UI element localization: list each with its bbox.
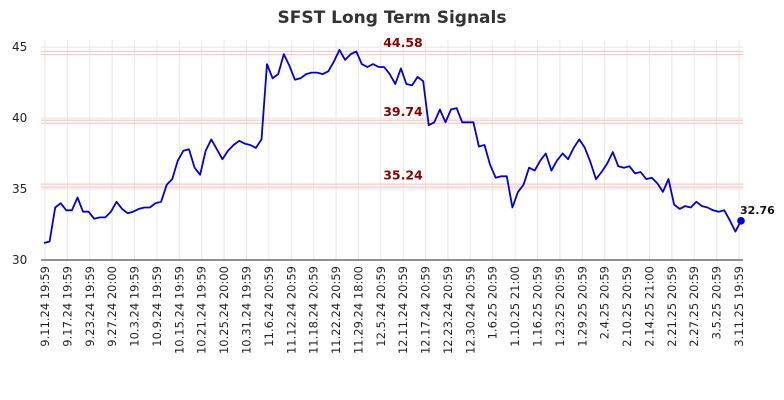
x-tick-label: 1.23.25 20:59 [553, 266, 567, 347]
x-tick-label: 12.5.24 20:59 [374, 266, 388, 347]
x-tick-label: 11.29.24 18:00 [351, 266, 365, 354]
y-tick-label: 40 [12, 111, 27, 125]
x-tick-label: 9.27.24 20:00 [105, 266, 119, 347]
x-tick-label: 10.25.24 20:00 [217, 266, 231, 354]
last-value-label: 32.76 [740, 204, 775, 217]
y-tick-label: 45 [12, 40, 27, 54]
x-tick-label: 11.12.24 20:59 [284, 266, 298, 354]
x-tick-label: 10.31.24 19:59 [239, 266, 253, 354]
price-series-line [43, 49, 742, 244]
x-tick-label: 3.11.25 19:59 [732, 266, 746, 347]
x-tick-label: 2.21.25 20:59 [665, 266, 679, 347]
x-tick-label: 3.5.25 20:59 [710, 266, 724, 339]
chart-title: SFST Long Term Signals [277, 8, 507, 28]
x-tick-label: 9.17.24 19:59 [60, 266, 74, 347]
x-tick-label: 2.4.25 20:59 [598, 266, 612, 339]
x-tick-label: 12.17.24 20:59 [419, 266, 433, 354]
x-tick-label: 9.11.24 19:59 [38, 266, 52, 347]
x-tick-label: 10.21.24 19:59 [195, 266, 209, 354]
x-tick-label: 10.3.24 19:59 [128, 266, 142, 347]
x-tick-label: 10.9.24 19:59 [150, 266, 164, 347]
signal-label: 44.58 [383, 35, 423, 50]
x-tick-label: 2.14.25 21:00 [642, 266, 656, 347]
x-tick-label: 9.23.24 19:59 [83, 266, 97, 347]
x-tick-label: 1.16.25 20:59 [531, 266, 545, 347]
x-tick-label: 1.10.25 21:00 [508, 266, 522, 347]
x-tick-label: 12.23.24 20:59 [441, 266, 455, 354]
signal-label: 39.74 [383, 104, 423, 119]
x-tick-label: 2.27.25 20:59 [687, 266, 701, 347]
x-tick-label: 11.6.24 20:59 [262, 266, 276, 347]
y-tick-label: 30 [12, 253, 27, 267]
x-tick-label: 12.11.24 20:59 [396, 266, 410, 354]
signal-label: 35.24 [383, 168, 423, 183]
x-tick-label: 1.29.25 20:59 [575, 266, 589, 347]
y-tick-label: 35 [12, 182, 27, 196]
x-tick-label: 11.22.24 20:59 [329, 266, 343, 354]
x-tick-label: 1.6.25 20:59 [486, 266, 500, 339]
last-value-marker [737, 217, 745, 225]
x-tick-label: 10.15.24 19:59 [172, 266, 186, 354]
x-tick-label: 11.18.24 20:59 [307, 266, 321, 354]
x-tick-label: 2.10.25 20:59 [620, 266, 634, 347]
x-tick-label: 12.30.24 20:59 [463, 266, 477, 354]
